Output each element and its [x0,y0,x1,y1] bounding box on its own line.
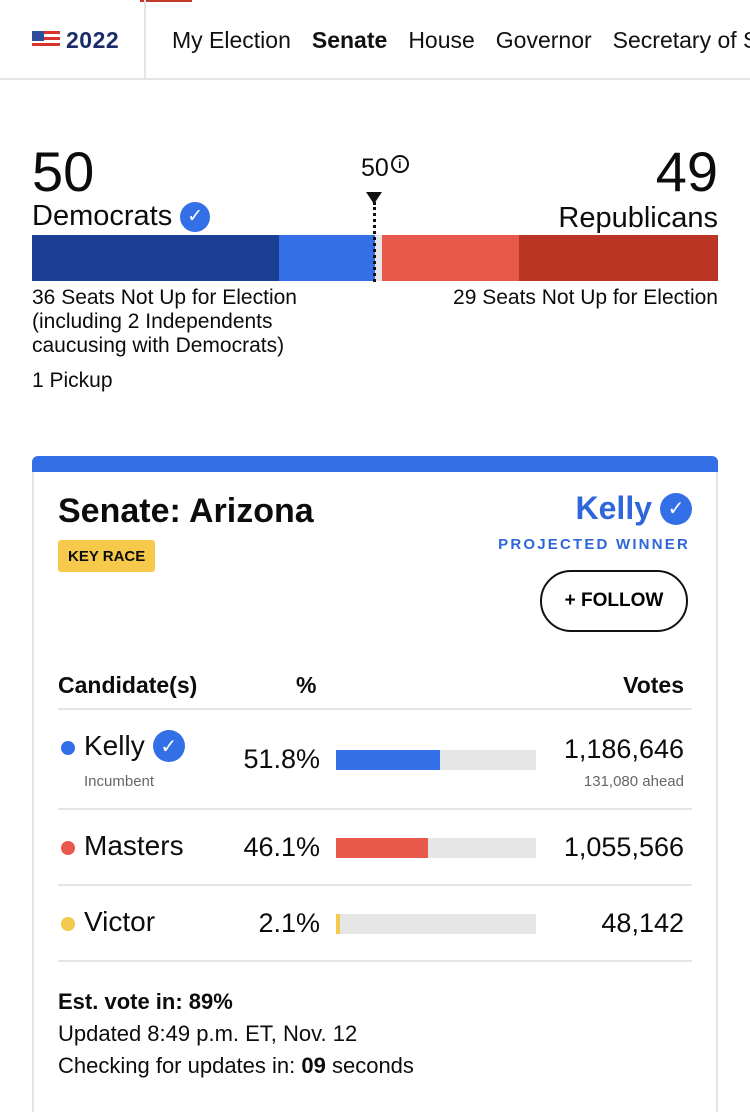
votes-ahead: 131,080 ahead [583,773,684,790]
percent-bar-fill [336,750,440,770]
us-flag-icon [32,31,60,49]
nav-tabs: My Election Senate House Governor Secret… [172,0,750,78]
dem-seat-count: 50 [32,140,95,203]
brand-year: 2022 [66,26,120,53]
tab-governor[interactable]: Governor [495,26,592,53]
update-countdown: Checking for updates in: 09 seconds [58,1050,414,1082]
candidate-votes: 1,055,566 [563,832,684,862]
dem-label: Democrats ✓ [32,200,211,233]
candidate-color-dot [61,917,75,931]
results-header: Candidate(s) % Votes [58,672,692,710]
seat-bar-rep-not-up [519,235,718,281]
key-race-badge: KEY RACE [58,540,156,572]
candidate-name: Victor [84,906,155,938]
percent-bar-fill [336,914,341,934]
header-candidate: Candidate(s) [58,672,198,698]
election-brand[interactable]: 2022 [0,0,146,78]
rep-seat-count: 49 [655,140,718,203]
seat-bar-rep-won [381,235,520,281]
follow-button[interactable]: + FOLLOW [540,570,688,632]
candidate-percent: 51.8% [243,744,320,774]
tab-secretary-of-state[interactable]: Secretary of State [612,26,750,53]
tab-house[interactable]: House [408,26,475,53]
seat-bar [32,235,718,281]
countdown-seconds: 09 [301,1053,326,1078]
projected-winner-label: PROJECTED WINNER [498,536,690,553]
top-nav: 2022 My Election Senate House Governor S… [0,0,750,80]
info-icon[interactable]: i [390,155,409,173]
majority-arrow-icon [366,192,382,204]
rep-note: 29 Seats Not Up for Election [453,286,718,309]
check-icon: ✓ [180,201,211,232]
winner-name: Kelly [575,490,652,526]
candidate-color-dot [61,841,75,855]
majority-marker: 50 i [361,154,409,183]
candidate-name: Masters [84,830,184,862]
check-icon: ✓ [660,492,692,525]
header-votes: Votes [623,672,684,698]
candidate-color-dot [61,741,75,755]
percent-bar [336,838,536,858]
table-row: Masters 46.1% 1,055,566 [58,810,692,886]
seat-bar-dem-won [278,235,375,281]
projected-winner: Kelly ✓ [576,490,692,527]
race-card: Senate: Arizona KEY RACE Kelly ✓ PROJECT… [32,456,718,1112]
seat-bar-dem-not-up [32,235,279,281]
race-card-accent [32,456,718,472]
dem-note: 36 Seats Not Up for Election (including … [32,286,297,357]
nav-accent-line [140,0,192,2]
updated-time: Updated 8:49 p.m. ET, Nov. 12 [58,1021,358,1046]
majority-number: 50 [361,154,389,182]
candidate-name-text: Kelly [84,730,145,761]
candidate-votes: 1,186,646 [563,734,684,764]
majority-line [373,202,376,282]
table-row: Kelly ✓ Incumbent 51.8% 1,186,646 131,08… [58,710,692,810]
dem-label-text: Democrats [32,200,173,232]
candidate-name-text: Masters [84,830,184,861]
race-footer: Est. vote in: 89% Updated 8:49 p.m. ET, … [58,986,414,1082]
candidate-percent: 46.1% [243,832,320,862]
tab-senate[interactable]: Senate [311,26,388,53]
percent-bar [336,750,536,770]
percent-bar [336,914,536,934]
balance-of-power: 50 Democrats ✓ 50 i 49 Republicans 36 Se… [32,140,718,400]
countdown-prefix: Checking for updates in: [58,1053,302,1078]
candidate-name: Kelly ✓ [84,730,185,762]
tab-my-election[interactable]: My Election [172,26,291,53]
percent-bar-fill [336,838,429,858]
rep-label: Republicans [558,202,718,234]
est-vote-in: Est. vote in: 89% [58,989,233,1014]
check-icon: ✓ [152,730,185,762]
race-title[interactable]: Senate: Arizona [58,492,314,530]
seat-bar-undecided [375,235,382,281]
candidate-name-text: Victor [84,906,156,937]
candidate-percent: 2.1% [258,908,320,938]
header-percent: % [296,672,317,698]
countdown-suffix: seconds [325,1053,414,1078]
candidate-votes: 48,142 [601,908,684,938]
candidate-status: Incumbent [84,773,155,790]
pickup-note: 1 Pickup [32,369,113,392]
table-row: Victor 2.1% 48,142 [58,886,692,962]
